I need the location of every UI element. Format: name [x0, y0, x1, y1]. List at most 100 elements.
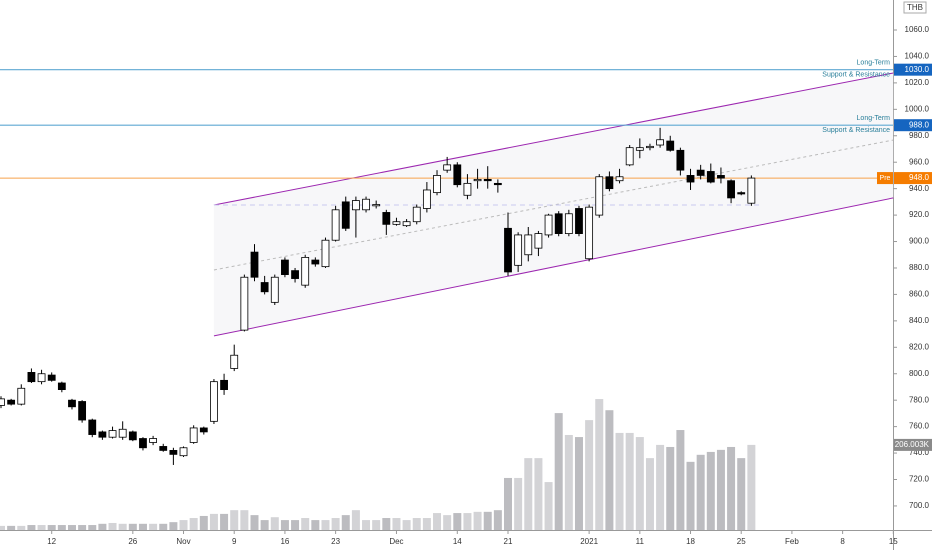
candle-body — [7, 399, 16, 405]
volume-bar — [291, 520, 300, 530]
y-tick-label: 840.0 — [909, 316, 930, 325]
volume-bar — [493, 510, 502, 530]
volume-bar — [250, 515, 259, 530]
volume-bar — [351, 510, 360, 530]
candle-body — [250, 251, 259, 278]
volume-bar — [240, 510, 249, 530]
candle-body — [676, 149, 685, 171]
candle-body — [17, 387, 26, 405]
candle-body — [301, 256, 310, 286]
volume-bar — [301, 518, 310, 530]
volume-bar — [696, 454, 705, 530]
level-value: 988.0 — [909, 120, 930, 129]
candle-body — [210, 381, 218, 422]
y-tick-label: 800.0 — [909, 369, 930, 378]
candle-body — [473, 178, 482, 182]
volume-bar — [27, 525, 36, 530]
price-badge — [894, 172, 932, 185]
y-tick-label: 880.0 — [909, 263, 930, 272]
volume-bar — [67, 525, 76, 530]
candle-body — [311, 259, 320, 265]
y-tick-label: 920.0 — [909, 210, 930, 219]
candle-body — [382, 212, 391, 225]
candle-body — [737, 192, 746, 195]
volume-badge — [894, 438, 932, 451]
currency-box — [903, 1, 927, 14]
volume-bar — [402, 520, 411, 530]
volume-bar — [615, 432, 624, 530]
volume-bar — [57, 525, 66, 530]
candle-body — [402, 221, 411, 227]
x-tick-label: Nov — [176, 537, 190, 546]
candle-body — [149, 438, 158, 443]
candle-body — [463, 182, 472, 196]
y-tick-label: 940.0 — [909, 184, 930, 193]
candle-body — [524, 234, 533, 256]
x-tick-label: 18 — [686, 537, 695, 546]
volume-bar — [209, 513, 218, 530]
candle-body — [696, 169, 705, 176]
volume-bar — [362, 520, 371, 530]
candle-body — [139, 438, 147, 449]
x-tick-label: 11 — [636, 537, 645, 546]
candle-body — [331, 209, 340, 241]
volume-bar — [88, 525, 97, 530]
candle-body — [189, 427, 198, 443]
candle-body — [453, 164, 462, 186]
volume-bar — [331, 518, 340, 530]
volume-bar — [645, 458, 654, 530]
y-tick-label: 900.0 — [909, 237, 930, 246]
y-tick-label: 720.0 — [909, 475, 930, 484]
volume-bar — [108, 522, 117, 530]
candle-body — [351, 200, 360, 211]
volume-bar — [138, 523, 147, 530]
candle-body — [727, 180, 735, 199]
y-tick-label: 1040.0 — [905, 52, 930, 61]
candle-body — [635, 147, 644, 151]
price-value: 948.0 — [909, 173, 930, 182]
x-tick-label: 25 — [737, 537, 746, 546]
candle-body — [57, 382, 66, 391]
volume-bar — [737, 458, 746, 530]
volume-bar — [169, 522, 178, 530]
y-tick-label: 1000.0 — [905, 104, 930, 113]
candle-body — [68, 399, 76, 408]
candle-body — [422, 189, 431, 209]
volume-bar — [220, 513, 229, 530]
y-tick-label: 980.0 — [909, 131, 930, 140]
candle-body — [362, 198, 370, 211]
candle-body — [646, 145, 654, 149]
y-tick-label: 760.0 — [909, 422, 930, 431]
candle-body — [625, 147, 634, 166]
volume-bar — [544, 482, 553, 530]
volume-bar — [483, 511, 492, 530]
volume-bar — [686, 461, 695, 530]
volume-bar — [635, 437, 644, 530]
y-tick-label: 1060.0 — [905, 25, 930, 34]
x-tick-label: 15 — [889, 537, 898, 546]
level-badge — [894, 119, 932, 132]
candle-body — [706, 171, 715, 183]
x-tick-label: 23 — [331, 537, 340, 546]
x-tick-label: 14 — [453, 537, 462, 546]
candle-body — [220, 379, 228, 391]
volume-bar — [382, 518, 391, 530]
candle-body — [554, 213, 563, 235]
y-tick-label: 1020.0 — [905, 78, 930, 87]
candle-body — [260, 282, 269, 293]
candle-body — [564, 213, 573, 235]
candle-body — [341, 201, 350, 229]
candle-body — [0, 398, 5, 406]
volume-bar — [422, 518, 431, 530]
volume-bar — [433, 513, 442, 530]
volume-bar — [706, 451, 715, 530]
level-text: Long-Term — [857, 60, 891, 67]
candle-body — [392, 221, 401, 225]
candle-body — [372, 204, 381, 207]
volume-bar — [372, 520, 381, 530]
volume-bar — [0, 525, 5, 530]
volume-bar — [727, 446, 736, 530]
candle-body — [169, 450, 178, 455]
candle-body — [493, 182, 502, 186]
